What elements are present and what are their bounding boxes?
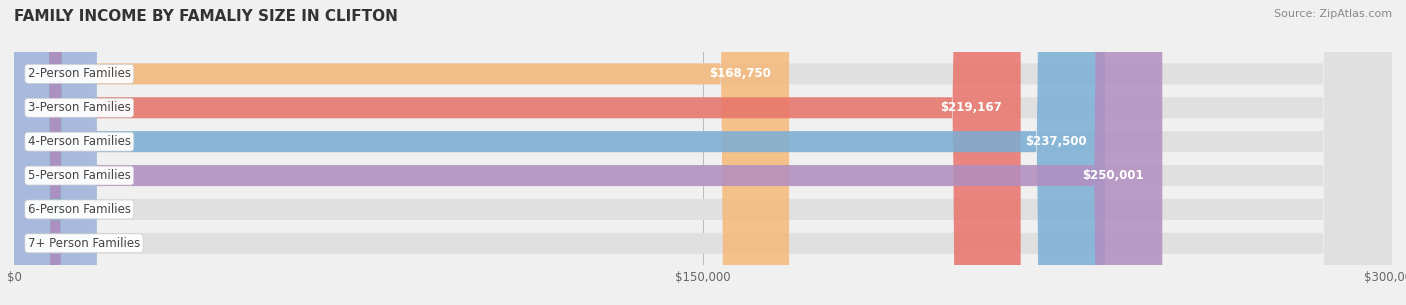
Text: $0: $0	[111, 203, 127, 216]
Text: $219,167: $219,167	[941, 101, 1002, 114]
Text: 5-Person Families: 5-Person Families	[28, 169, 131, 182]
FancyBboxPatch shape	[14, 0, 1105, 305]
Text: $250,001: $250,001	[1083, 169, 1144, 182]
FancyBboxPatch shape	[14, 0, 97, 305]
Text: $0: $0	[111, 237, 127, 250]
FancyBboxPatch shape	[14, 0, 789, 305]
Text: 6-Person Families: 6-Person Families	[28, 203, 131, 216]
Text: $237,500: $237,500	[1025, 135, 1087, 148]
FancyBboxPatch shape	[14, 0, 1392, 305]
FancyBboxPatch shape	[14, 0, 1392, 305]
FancyBboxPatch shape	[14, 0, 1392, 305]
Text: FAMILY INCOME BY FAMALIY SIZE IN CLIFTON: FAMILY INCOME BY FAMALIY SIZE IN CLIFTON	[14, 9, 398, 24]
FancyBboxPatch shape	[14, 0, 1392, 305]
FancyBboxPatch shape	[14, 0, 97, 305]
FancyBboxPatch shape	[14, 0, 1392, 305]
Text: 7+ Person Families: 7+ Person Families	[28, 237, 141, 250]
FancyBboxPatch shape	[14, 0, 1163, 305]
Text: 4-Person Families: 4-Person Families	[28, 135, 131, 148]
Text: 2-Person Families: 2-Person Families	[28, 67, 131, 81]
Text: Source: ZipAtlas.com: Source: ZipAtlas.com	[1274, 9, 1392, 19]
FancyBboxPatch shape	[14, 0, 1392, 305]
FancyBboxPatch shape	[14, 0, 1021, 305]
Text: 3-Person Families: 3-Person Families	[28, 101, 131, 114]
Text: $168,750: $168,750	[709, 67, 770, 81]
